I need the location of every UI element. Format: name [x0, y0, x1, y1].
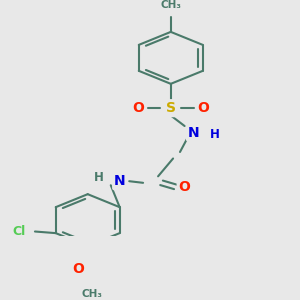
Text: N: N: [114, 174, 126, 188]
Text: O: O: [197, 101, 209, 115]
Text: S: S: [166, 101, 176, 115]
Text: Cl: Cl: [12, 225, 26, 238]
Text: H: H: [210, 128, 220, 141]
Text: O: O: [179, 180, 190, 194]
Text: O: O: [73, 262, 84, 276]
Text: CH₃: CH₃: [160, 0, 181, 10]
Text: CH₃: CH₃: [82, 289, 103, 299]
Text: O: O: [133, 101, 144, 115]
Text: N: N: [188, 125, 200, 140]
Text: H: H: [94, 171, 104, 184]
